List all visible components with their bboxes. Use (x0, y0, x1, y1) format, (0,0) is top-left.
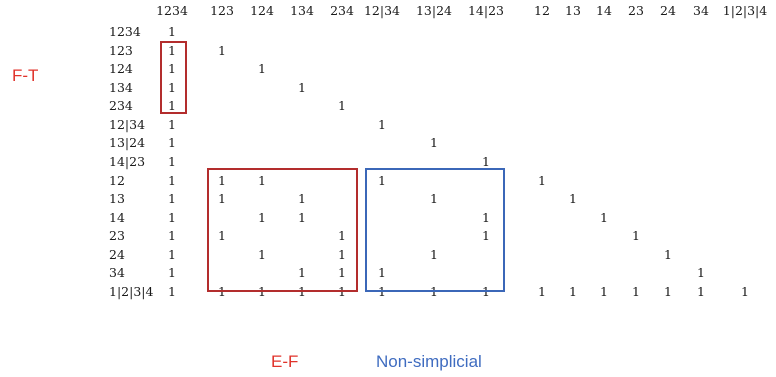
matrix-cell-one: 1 (378, 116, 386, 132)
matrix-cell-one: 1 (168, 42, 176, 58)
matrix-cell-one: 1 (168, 246, 176, 262)
matrix-cell-one: 1 (218, 228, 226, 244)
matrix-cell-one: 1 (218, 190, 226, 206)
ef-label: E-F (271, 352, 299, 371)
row-header: 124 (109, 60, 133, 76)
matrix-cell-one: 1 (168, 228, 176, 244)
matrix-cell-one: 1 (218, 172, 226, 188)
matrix-cell-one: 1 (482, 153, 490, 169)
column-header: 34 (693, 3, 709, 18)
matrix-cell-one: 1 (538, 283, 546, 299)
matrix-cell-one: 1 (168, 116, 176, 132)
matrix-cell-one: 1 (430, 190, 438, 206)
matrix-cell-one: 1 (168, 283, 176, 299)
matrix-cell-one: 1 (168, 153, 176, 169)
column-header: 13 (565, 3, 581, 18)
column-header: 1|2|3|4 (722, 3, 768, 18)
matrix-cell-one: 1 (168, 209, 176, 225)
column-header: 134 (290, 3, 314, 18)
matrix-cell-one: 1 (600, 283, 608, 299)
column-header: 14|23 (467, 3, 505, 18)
matrix-cell-one: 1 (218, 42, 226, 58)
column-header: 14 (596, 3, 612, 18)
row-header: 1234 (109, 23, 141, 39)
matrix-cell-one: 1 (298, 265, 306, 281)
column-header: 12 (534, 3, 550, 18)
matrix-cell-one: 1 (741, 283, 749, 299)
column-header: 12|34 (363, 3, 401, 18)
row-header: 1|2|3|4 (109, 283, 154, 299)
matrix-cell-one: 1 (298, 190, 306, 206)
matrix-cell-one: 1 (338, 228, 346, 244)
matrix-cell-one: 1 (538, 172, 546, 188)
matrix-cell-one: 1 (664, 246, 672, 262)
matrix-cell-one: 1 (664, 283, 672, 299)
matrix-cell-one: 1 (168, 98, 176, 114)
matrix-cell-one: 1 (338, 98, 346, 114)
matrix-cell-one: 1 (298, 209, 306, 225)
ef-box (207, 168, 358, 292)
row-header: 12|34 (109, 116, 146, 132)
row-header: 14 (109, 209, 125, 225)
matrix-cell-one: 1 (258, 246, 266, 262)
matrix-cell-one: 1 (168, 60, 176, 76)
column-header: 13|24 (415, 3, 453, 18)
column-header: 124 (250, 3, 274, 18)
matrix-cell-one: 1 (569, 283, 577, 299)
non-simplicial-box (365, 168, 505, 292)
matrix-cell-one: 1 (697, 283, 705, 299)
matrix-cell-one: 1 (258, 60, 266, 76)
matrix-cell-one: 1 (378, 172, 386, 188)
matrix-cell-one: 1 (430, 246, 438, 262)
ft-label: F-T (12, 66, 39, 85)
row-header: 123 (109, 42, 133, 58)
column-header: 1234 (156, 3, 188, 18)
row-header: 13|24 (109, 135, 146, 151)
row-header: 23 (109, 228, 125, 244)
row-header: 14|23 (109, 153, 146, 169)
matrix-cell-one: 1 (697, 265, 705, 281)
row-header: 13 (109, 190, 125, 206)
column-header: 24 (660, 3, 676, 18)
column-header: 123 (210, 3, 234, 18)
matrix-cell-one: 1 (632, 228, 640, 244)
matrix-cell-one: 1 (168, 23, 176, 39)
matrix-cell-one: 1 (600, 209, 608, 225)
matrix-cell-one: 1 (482, 228, 490, 244)
row-header: 12 (109, 172, 125, 188)
matrix-cell-one: 1 (338, 246, 346, 262)
matrix-cell-one: 1 (168, 190, 176, 206)
matrix-cell-one: 1 (258, 209, 266, 225)
matrix-cell-one: 1 (482, 209, 490, 225)
non-simplicial-label: Non-simplicial (376, 352, 482, 371)
matrix-cell-one: 1 (168, 172, 176, 188)
ft-box (160, 41, 187, 114)
matrix-cell-one: 1 (168, 79, 176, 95)
matrix-cell-one: 1 (632, 283, 640, 299)
row-header: 134 (109, 79, 133, 95)
matrix-cell-one: 1 (258, 172, 266, 188)
matrix-cell-one: 1 (569, 190, 577, 206)
matrix-cell-one: 1 (298, 79, 306, 95)
row-header: 34 (109, 265, 125, 281)
row-header: 234 (109, 98, 133, 114)
matrix-cell-one: 1 (168, 135, 176, 151)
column-header: 234 (330, 3, 354, 18)
matrix-cell-one: 1 (430, 135, 438, 151)
matrix-cell-one: 1 (338, 265, 346, 281)
matrix-cell-one: 1 (168, 265, 176, 281)
column-header: 23 (628, 3, 644, 18)
matrix-cell-one: 1 (378, 265, 386, 281)
row-header: 24 (109, 246, 125, 262)
